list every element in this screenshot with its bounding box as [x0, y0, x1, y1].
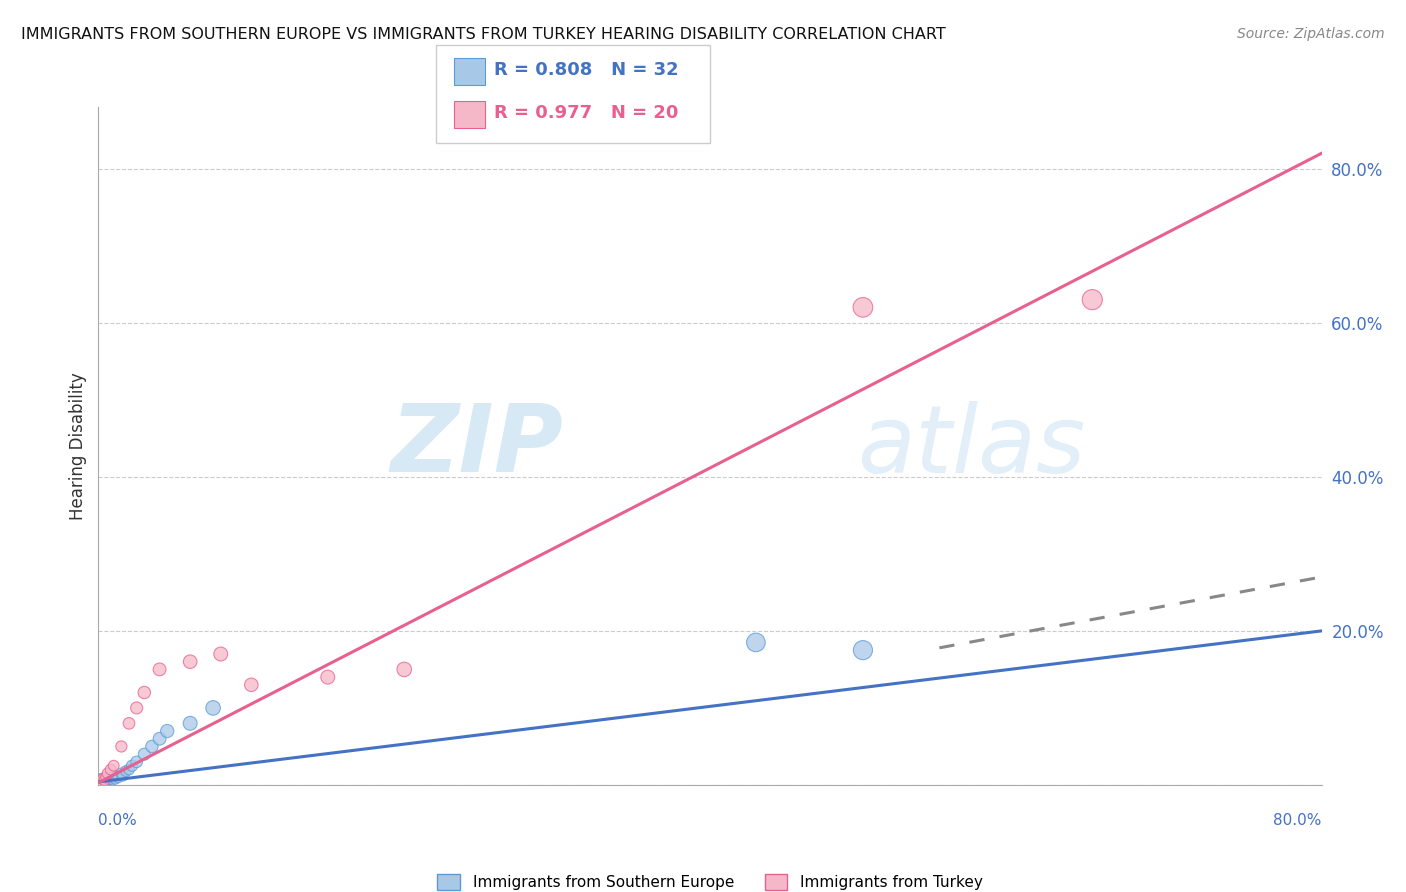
- Point: [179, 655, 201, 669]
- Point: [91, 775, 114, 789]
- Point: [90, 774, 112, 789]
- Point: [103, 758, 125, 772]
- Point: [149, 662, 172, 676]
- Point: [107, 770, 129, 784]
- Point: [125, 755, 148, 769]
- Point: [179, 716, 201, 731]
- Point: [121, 758, 143, 772]
- Legend: Immigrants from Southern Europe, Immigrants from Turkey: Immigrants from Southern Europe, Immigra…: [432, 868, 988, 892]
- Text: Source: ZipAtlas.com: Source: ZipAtlas.com: [1237, 27, 1385, 41]
- Point: [111, 769, 134, 783]
- Point: [118, 763, 141, 777]
- Point: [156, 724, 179, 739]
- Y-axis label: Hearing Disability: Hearing Disability: [69, 372, 87, 520]
- Point: [240, 678, 263, 692]
- Point: [100, 770, 122, 784]
- Point: [93, 775, 115, 789]
- Point: [91, 773, 114, 788]
- Point: [125, 701, 148, 715]
- Point: [852, 643, 875, 657]
- Point: [134, 747, 156, 761]
- Point: [209, 647, 232, 661]
- Point: [97, 773, 120, 788]
- Point: [101, 772, 124, 787]
- Text: IMMIGRANTS FROM SOUTHERN EUROPE VS IMMIGRANTS FROM TURKEY HEARING DISABILITY COR: IMMIGRANTS FROM SOUTHERN EUROPE VS IMMIG…: [21, 27, 946, 42]
- Point: [90, 775, 112, 789]
- Point: [94, 772, 117, 786]
- Point: [1081, 293, 1104, 307]
- Point: [94, 774, 117, 789]
- Point: [98, 772, 121, 786]
- Point: [149, 731, 172, 746]
- Point: [93, 773, 115, 788]
- Point: [89, 775, 111, 789]
- Point: [90, 772, 112, 786]
- Point: [94, 770, 117, 784]
- Point: [110, 739, 132, 754]
- Text: 0.0%: 0.0%: [98, 814, 138, 828]
- Point: [141, 739, 163, 754]
- Point: [745, 635, 768, 649]
- Point: [100, 763, 122, 777]
- Point: [118, 716, 141, 731]
- Point: [91, 772, 114, 786]
- Text: R = 0.977   N = 20: R = 0.977 N = 20: [494, 104, 678, 122]
- Text: R = 0.808   N = 32: R = 0.808 N = 32: [494, 62, 678, 79]
- Point: [110, 766, 132, 780]
- Text: 80.0%: 80.0%: [1274, 814, 1322, 828]
- Point: [316, 670, 339, 684]
- Point: [105, 769, 128, 783]
- Point: [103, 770, 125, 784]
- Point: [89, 774, 111, 789]
- Point: [115, 764, 138, 778]
- Point: [134, 685, 156, 699]
- Text: ZIP: ZIP: [391, 400, 564, 492]
- Point: [202, 701, 225, 715]
- Text: atlas: atlas: [856, 401, 1085, 491]
- Point: [852, 301, 875, 315]
- Point: [392, 662, 416, 676]
- Point: [89, 775, 111, 789]
- Point: [97, 766, 120, 780]
- Point: [93, 772, 115, 787]
- Point: [104, 772, 127, 786]
